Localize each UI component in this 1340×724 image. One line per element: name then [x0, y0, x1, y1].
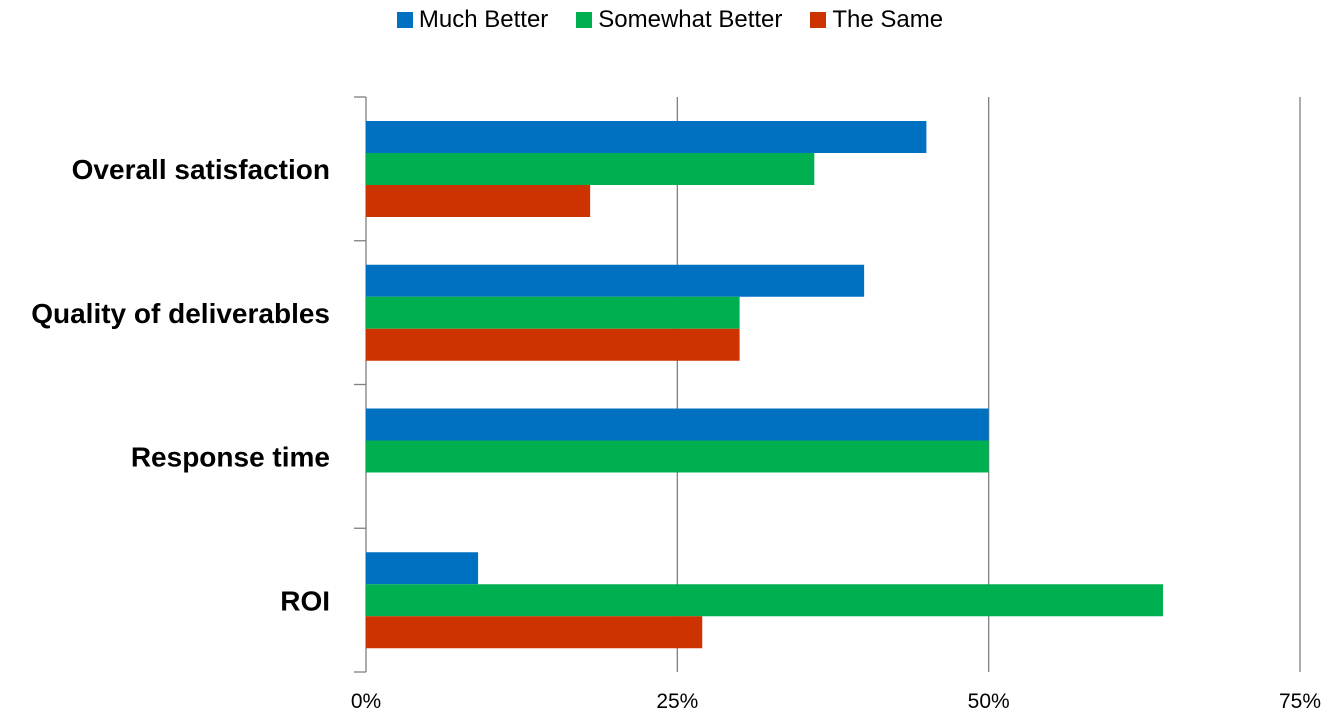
category-label: Response time — [131, 442, 330, 473]
legend-label: Much Better — [418, 6, 549, 33]
category-label: ROI — [280, 585, 330, 616]
legend-label: The Same — [832, 6, 944, 33]
legend-swatch — [396, 12, 413, 28]
bar — [366, 440, 989, 473]
bar — [366, 552, 479, 585]
legend-swatch — [810, 12, 827, 28]
bar — [366, 584, 1164, 617]
bar — [366, 616, 703, 649]
bar — [366, 408, 989, 441]
category-label: Quality of deliverables — [31, 298, 330, 329]
category-label: Overall satisfaction — [72, 154, 330, 185]
legend-label: Somewhat Better — [598, 6, 783, 33]
bar — [366, 153, 815, 185]
legend-item-much-better: Much Better — [396, 6, 549, 34]
bar — [366, 121, 927, 153]
x-tick-label: 50% — [968, 690, 1010, 713]
bar — [366, 328, 740, 361]
bar — [366, 185, 591, 217]
bar — [366, 296, 740, 329]
legend-swatch — [576, 12, 593, 28]
x-tick-label: 0% — [351, 690, 381, 713]
legend-item-somewhat-better: Somewhat Better — [576, 6, 782, 34]
legend-item-the-same: The Same — [810, 6, 943, 34]
legend: Much Better Somewhat Better The Same — [0, 6, 1340, 34]
x-tick-label: 25% — [656, 690, 698, 713]
x-tick-label: 75% — [1279, 690, 1321, 713]
bar — [366, 264, 865, 297]
